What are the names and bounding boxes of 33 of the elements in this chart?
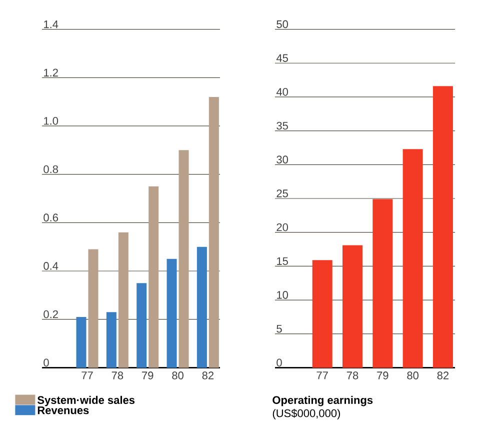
- text: Operating earnings: [272, 396, 373, 406]
- y-tick-label: 15: [277, 257, 288, 265]
- x-tick-label: 78: [346, 372, 358, 380]
- x-tick-label: 82: [202, 372, 214, 380]
- legend-label: System·wide sales: [37, 396, 135, 406]
- text: (US$000,000): [272, 408, 340, 420]
- y-tick-label: 0.8: [44, 165, 58, 174]
- y-tick-label: 0.2: [44, 310, 58, 318]
- y-tick-label: 45: [276, 54, 288, 62]
- x-tick-label: 80: [172, 372, 184, 380]
- y-tick-label: 20: [276, 223, 288, 232]
- y-tick-label: 0.6: [44, 214, 58, 222]
- y-tick-label: 10: [277, 291, 288, 299]
- x-tick-label: 77: [316, 372, 328, 380]
- x-tick-label: 80: [407, 372, 418, 380]
- y-tick-label: 0: [44, 358, 49, 367]
- y-tick-label: 1.0: [44, 116, 58, 125]
- y-tick-label: 35: [276, 122, 288, 130]
- y-tick-label: 1.4: [44, 20, 58, 28]
- y-tick-label: 5: [276, 324, 282, 333]
- x-tick-label: 82: [437, 372, 449, 380]
- y-tick-label: 50: [276, 20, 288, 28]
- y-tick-label: 0: [276, 358, 282, 367]
- y-tick-label: 1.2: [44, 68, 58, 76]
- y-tick-label: 40: [276, 88, 288, 96]
- x-tick-label: 79: [142, 372, 154, 380]
- legend-label: Revenues: [38, 406, 89, 414]
- x-tick-label: 78: [112, 372, 124, 380]
- x-tick-label: 79: [377, 372, 388, 380]
- y-tick-label: 25: [276, 190, 288, 198]
- y-tick-label: 30: [276, 156, 288, 164]
- y-tick-label: 0.4: [44, 262, 58, 270]
- x-tick-label: 77: [82, 372, 93, 380]
